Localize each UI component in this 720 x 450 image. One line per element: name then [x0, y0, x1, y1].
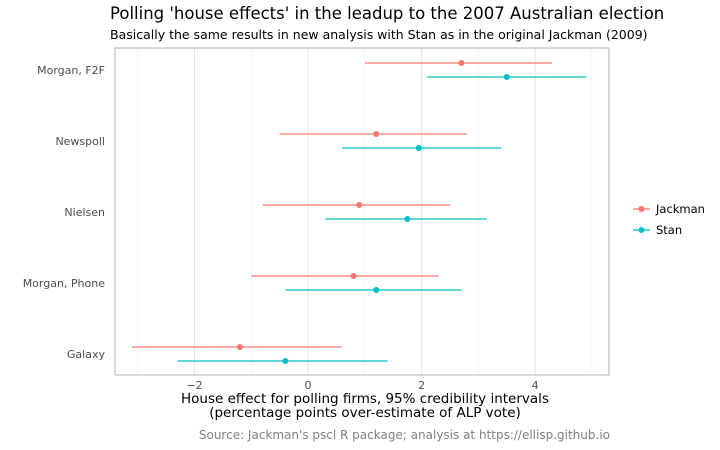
point-stan	[415, 145, 422, 151]
y-category-label: Galaxy	[67, 348, 106, 361]
plot-panel	[114, 47, 610, 376]
chart-subtitle: Basically the same results in new analys…	[110, 27, 648, 42]
legend: Jackman Stan	[633, 202, 705, 237]
legend-label: Stan	[656, 223, 682, 237]
chart-caption: Source: Jackman's pscl R package; analys…	[198, 428, 610, 442]
x-axis-title: House effect for polling firms, 95% cred…	[181, 391, 549, 407]
x-tick-label: 2	[418, 379, 425, 392]
y-category-label: Newspoll	[55, 135, 105, 148]
point-stan	[503, 74, 510, 80]
y-axis-labels: Morgan, F2F Newspoll Nielsen Morgan, Phone G…	[23, 64, 106, 361]
x-tick-label: −2	[186, 379, 202, 392]
point-jackman	[236, 344, 243, 350]
x-axis-title-line2: (percentage points over-estimate of ALP …	[209, 405, 521, 421]
chart-title: Polling 'house effects' in the leadup to…	[110, 4, 665, 23]
point-jackman	[356, 202, 363, 208]
point-stan	[404, 216, 411, 222]
legend-label: Jackman	[655, 202, 705, 216]
point-jackman	[458, 60, 465, 66]
point-jackman	[350, 273, 357, 279]
y-category-label: Morgan, Phone	[23, 277, 106, 290]
legend-key-point	[638, 227, 645, 233]
point-stan	[373, 287, 380, 293]
data-marks	[132, 60, 587, 364]
x-tick-label: 0	[305, 379, 312, 392]
y-category-label: Nielsen	[64, 206, 105, 219]
gridlines	[137, 48, 593, 375]
x-tick-label: 4	[532, 379, 539, 392]
point-jackman	[373, 131, 380, 137]
y-category-label: Morgan, F2F	[37, 64, 105, 77]
point-stan	[282, 358, 289, 364]
legend-key-point	[638, 206, 645, 212]
x-axis-labels: −2 0 2 4	[186, 379, 538, 392]
